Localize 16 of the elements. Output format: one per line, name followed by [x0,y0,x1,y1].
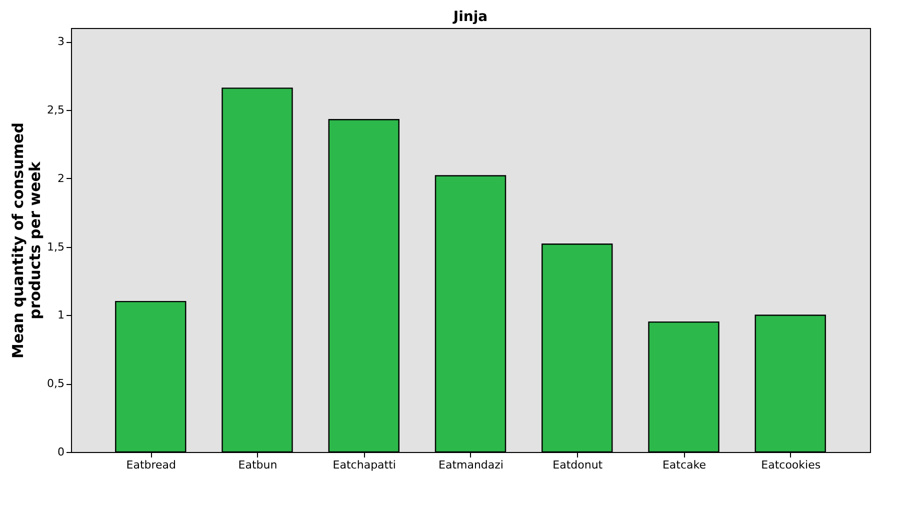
x-tick-label: Eatbun [238,458,278,472]
x-tick-label: Eatchapatti [332,458,396,472]
y-tick-label: 1 [58,308,64,322]
chart-title: Jinja [452,9,488,25]
x-tick-label: Eatcake [662,458,706,472]
y-tick-label: 1,5 [47,240,64,254]
y-tick-label: 2 [58,172,64,185]
y-tick-label: 0,5 [47,377,64,390]
x-tick-label: Eatcookies [761,458,821,472]
x-tick-label: Eatdonut [552,458,604,472]
x-tick-label: Eatbread [126,458,176,472]
y-tick-label: 2,5 [47,104,64,117]
y-tick-label: 3 [58,35,64,48]
y-axis-title: Mean quantity of consumed products per week [9,122,44,358]
y-tick-label: 0 [58,446,64,458]
x-tick-label: Eatmandazi [438,458,504,472]
